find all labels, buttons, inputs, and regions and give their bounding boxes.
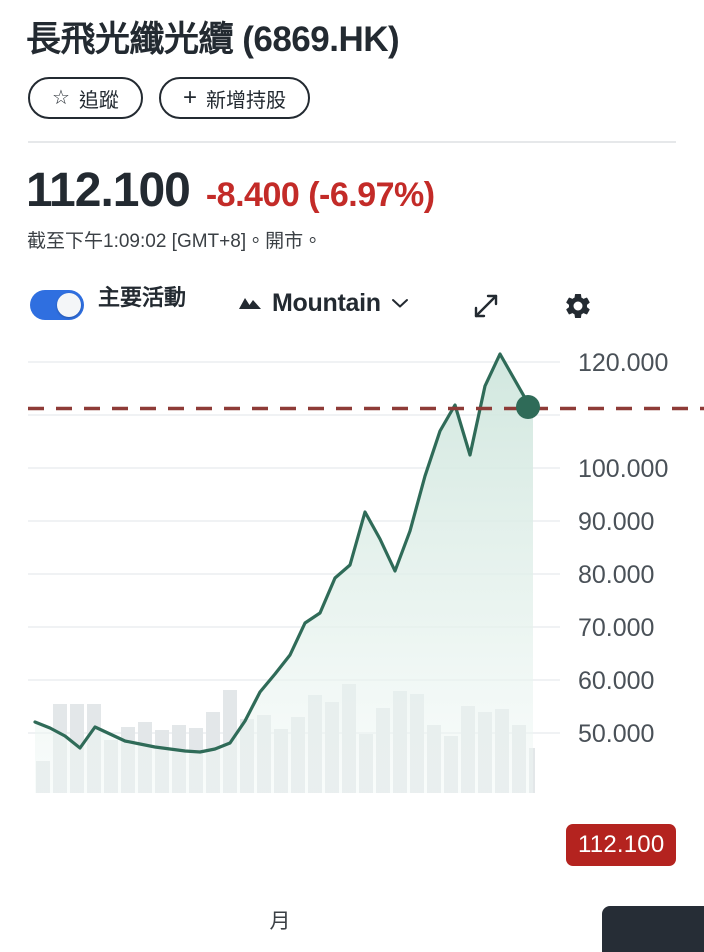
chart-svg: 120.000 100.000 90.000 80.000 70.000 60.… bbox=[28, 349, 704, 793]
chart-tool-icons bbox=[471, 291, 593, 321]
header-divider bbox=[28, 141, 676, 143]
y-tick-80: 80.000 bbox=[578, 561, 654, 589]
y-tick-120: 120.000 bbox=[578, 349, 668, 377]
current-price-marker bbox=[516, 395, 540, 419]
price-change: -8.400 (-6.97%) bbox=[205, 176, 435, 214]
plus-icon: + bbox=[182, 84, 197, 111]
chart-type-label: Mountain bbox=[272, 289, 381, 317]
y-tick-90: 90.000 bbox=[578, 508, 654, 536]
price-line bbox=[33, 352, 535, 754]
current-price-badge: 112.100 bbox=[566, 824, 677, 866]
key-events-label: 主要活動 bbox=[98, 285, 187, 310]
chart-type-dropdown[interactable]: Mountain bbox=[238, 289, 409, 318]
chevron-down-icon bbox=[391, 296, 409, 314]
y-tick-70: 70.000 bbox=[578, 614, 654, 642]
gear-icon[interactable] bbox=[563, 291, 593, 321]
price-area bbox=[35, 354, 533, 793]
y-tick-50: 50.000 bbox=[578, 720, 654, 748]
key-events-toggle-group: 主要活動 bbox=[30, 283, 230, 320]
chart-toolbar: 主要活動 Mountain bbox=[0, 255, 704, 321]
quote-timestamp: 截至下午1:09:02 [GMT+8]。開市。 bbox=[27, 231, 323, 252]
add-holding-button-label: 新增持股 bbox=[205, 89, 286, 112]
price-chart[interactable]: 120.000 100.000 90.000 80.000 70.000 60.… bbox=[0, 337, 704, 866]
toggle-knob bbox=[57, 293, 81, 317]
action-buttons-row: ☆ 追蹤 + 新增持股 bbox=[0, 62, 704, 119]
mountain-icon bbox=[238, 294, 262, 314]
y-axis-labels: 120.000 100.000 90.000 80.000 70.000 60.… bbox=[578, 349, 668, 748]
y-tick-60: 60.000 bbox=[578, 667, 654, 695]
key-events-toggle[interactable] bbox=[30, 290, 84, 320]
current-price: 112.100 bbox=[26, 164, 191, 217]
x-axis-label: 月 bbox=[269, 910, 291, 933]
y-tick-100: 100.000 bbox=[578, 455, 668, 483]
add-holding-button[interactable]: + 新增持股 bbox=[158, 77, 310, 119]
floating-panel[interactable] bbox=[602, 906, 704, 952]
follow-button[interactable]: ☆ 追蹤 bbox=[28, 77, 143, 119]
quote-row: 112.100 -8.400 (-6.97%) bbox=[0, 143, 704, 217]
expand-arrows-icon[interactable] bbox=[471, 291, 501, 321]
follow-button-label: 追蹤 bbox=[78, 89, 119, 112]
page-title: 長飛光纖光纜 (6869.HK) bbox=[26, 20, 400, 59]
star-icon: ☆ bbox=[52, 87, 70, 109]
